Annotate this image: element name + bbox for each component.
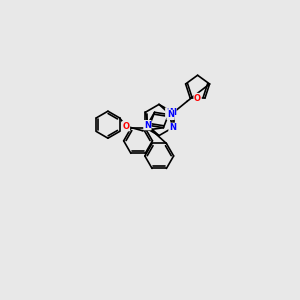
Text: N: N xyxy=(167,110,174,119)
Text: N: N xyxy=(169,123,176,132)
Text: O: O xyxy=(122,122,129,131)
Text: N: N xyxy=(144,121,151,130)
Text: N: N xyxy=(169,108,176,117)
Text: O: O xyxy=(194,94,201,103)
Text: N: N xyxy=(166,108,173,117)
